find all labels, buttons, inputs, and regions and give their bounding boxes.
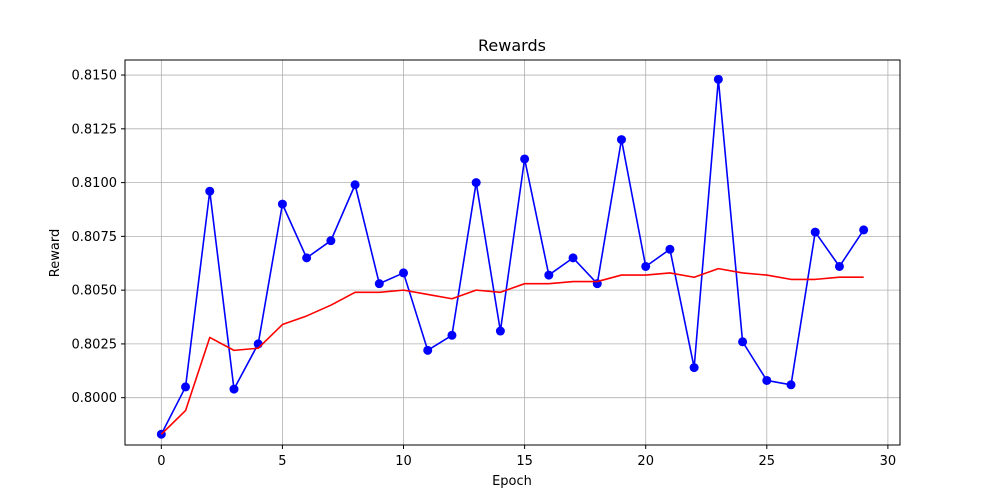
y-tick-label: 0.8075 (72, 230, 118, 245)
y-tick-label: 0.8050 (72, 284, 118, 299)
x-tick-label: 5 (278, 454, 286, 469)
x-tick-label: 30 (880, 454, 897, 469)
x-axis-label: Epoch (492, 474, 532, 489)
series-layer (156, 74, 869, 439)
series-0-point (302, 253, 312, 263)
series-0-point (253, 339, 263, 349)
series-0-point (399, 268, 409, 278)
series-0-point (423, 345, 433, 355)
series-0-point (786, 380, 796, 390)
series-0-point (810, 227, 820, 237)
y-tick-label: 0.8025 (72, 337, 118, 352)
series-0-point (616, 135, 626, 145)
series-0-point (568, 253, 578, 263)
y-tick-label: 0.8100 (72, 176, 118, 191)
x-tick-label: 25 (759, 454, 776, 469)
series-0-point (374, 279, 384, 289)
y-tick-label: 0.8000 (72, 391, 118, 406)
series-0-point (665, 244, 675, 254)
x-tick-label: 15 (516, 454, 533, 469)
plot-area-frame (124, 59, 901, 446)
series-0-point (762, 375, 772, 385)
y-tick-label: 0.8125 (72, 122, 118, 137)
series-0-point (277, 199, 287, 209)
y-axis-label: Reward (48, 229, 63, 277)
series-0-point (738, 337, 748, 347)
series-0-point (689, 363, 699, 373)
series-0-point (205, 186, 215, 196)
series-0-point (447, 330, 457, 340)
series-0-point (181, 382, 191, 392)
series-0-point (350, 180, 360, 190)
series-0-line (160, 78, 865, 435)
series-1-line (160, 267, 864, 435)
x-tick-label: 0 (157, 454, 165, 469)
series-0-point (859, 225, 869, 235)
series-0-point (229, 384, 239, 394)
chart-title: Rewards (478, 36, 546, 55)
y-axis-ticks: 0.8000 0.8025 0.8050 0.8075 0.8100 0.8125 0.81… (72, 69, 125, 406)
x-tick-label: 10 (395, 454, 412, 469)
x-axis-ticks: 0 5 10 15 20 25 30 (157, 445, 896, 469)
x-tick-label: 20 (637, 454, 654, 469)
series-0-point (520, 154, 530, 164)
series-0-point (326, 236, 336, 246)
series-0-point (713, 74, 723, 84)
series-0-point (834, 261, 844, 271)
series-0-point (544, 270, 554, 280)
series-0-point (641, 261, 651, 271)
y-tick-label: 0.8150 (72, 69, 118, 84)
series-0-point (495, 326, 505, 336)
series-0-point (471, 178, 481, 188)
